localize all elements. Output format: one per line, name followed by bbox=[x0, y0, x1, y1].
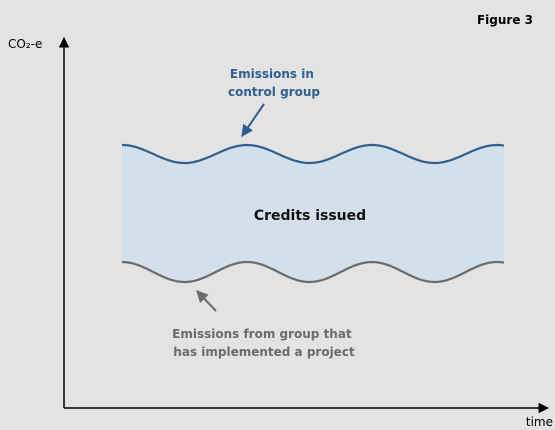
credits-area bbox=[122, 145, 504, 282]
label-line: Emissions from group that bbox=[172, 327, 352, 341]
label-line: has implemented a project bbox=[173, 345, 355, 359]
area-label: Credits issued bbox=[254, 208, 366, 224]
project-group-curve bbox=[121, 260, 505, 284]
lower-arrow bbox=[196, 290, 217, 312]
figure-label: Figure 3 bbox=[477, 13, 533, 27]
upper-curve-label: Emissions in control group bbox=[228, 67, 320, 99]
label-line: Emissions in bbox=[230, 67, 314, 81]
x-axis-label: time bbox=[526, 415, 553, 429]
lower-curve-label: Emissions from group that has implemente… bbox=[172, 327, 356, 359]
y-axis-label: CO₂-e bbox=[8, 37, 42, 51]
control-group-curve bbox=[122, 143, 505, 165]
label-line: control group bbox=[228, 85, 320, 99]
upper-arrow bbox=[241, 103, 265, 137]
